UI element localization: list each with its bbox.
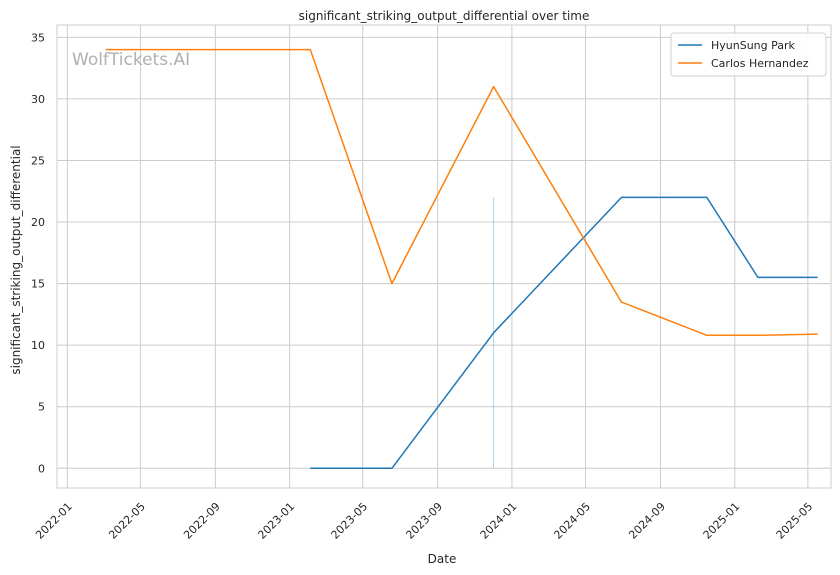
legend-label: Carlos Hernandez xyxy=(711,57,809,70)
x-tick-label: 2022-09 xyxy=(181,500,223,542)
watermark-text: WolfTickets.AI xyxy=(72,50,190,70)
chart-title: significant_striking_output_differential… xyxy=(299,9,590,23)
y-tick-label: 20 xyxy=(31,216,45,229)
x-tick-label: 2024-09 xyxy=(626,500,668,542)
x-tick-label: 2023-05 xyxy=(329,500,371,542)
x-tick-label: 2023-01 xyxy=(255,500,297,542)
x-axis-title: Date xyxy=(428,552,457,566)
x-tick-label: 2022-05 xyxy=(106,500,148,542)
y-axis-ticks: 0 5 10 15 20 25 30 35 xyxy=(31,31,45,475)
x-tick-label: 2024-05 xyxy=(551,500,593,542)
legend-label: HyunSung Park xyxy=(711,39,796,52)
x-tick-label: 2023-09 xyxy=(403,500,445,542)
legend-box xyxy=(670,32,827,77)
y-tick-label: 0 xyxy=(38,462,45,475)
series-line-0 xyxy=(310,196,818,470)
y-tick-label: 35 xyxy=(31,31,45,44)
series-lines xyxy=(105,48,818,470)
plot-area xyxy=(56,24,832,489)
x-tick-label: 2025-05 xyxy=(774,500,816,542)
y-tick-label: 10 xyxy=(31,339,45,352)
legend: HyunSung Park Carlos Hernandez xyxy=(670,32,827,77)
y-tick-label: 25 xyxy=(31,154,45,167)
x-tick-label: 2022-01 xyxy=(33,500,75,542)
series-line-1 xyxy=(105,48,818,337)
y-tick-label: 15 xyxy=(31,278,45,291)
x-tick-label: 2024-01 xyxy=(478,500,520,542)
x-tick-label: 2025-01 xyxy=(701,500,743,542)
grid-lines xyxy=(57,25,831,488)
x-axis-ticks: 2022-01 2022-05 2022-09 2023-01 2023-05 2023-… xyxy=(33,500,815,542)
y-tick-label: 30 xyxy=(31,93,45,106)
y-axis-title: significant_striking_output_differential xyxy=(9,145,23,374)
y-tick-label: 5 xyxy=(38,401,45,414)
